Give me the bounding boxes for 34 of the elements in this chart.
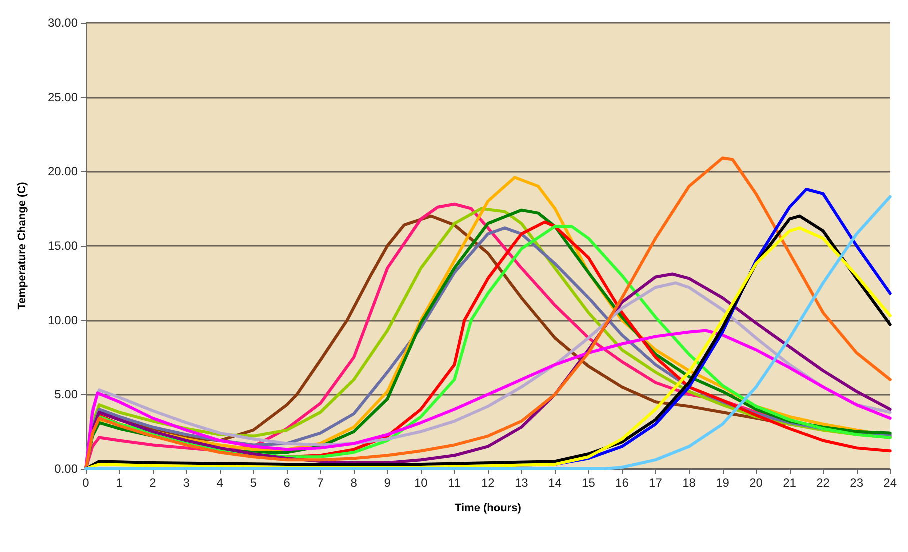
y-tick-label: 10.00 (48, 313, 78, 328)
y-tick-label: 0.00 (54, 462, 78, 476)
y-tick-label: 25.00 (48, 90, 78, 104)
x-tick-label: 14 (548, 476, 562, 490)
x-tick-label: 24 (884, 476, 898, 490)
x-tick-label: 17 (649, 476, 663, 490)
y-tick-label: 15.00 (48, 239, 78, 253)
x-tick-label: 16 (616, 476, 630, 490)
x-tick-label: 13 (514, 476, 529, 490)
x-tick-label: 5 (250, 476, 258, 490)
y-tick-label: 30.00 (48, 16, 78, 30)
x-tick-label: 23 (850, 476, 864, 490)
x-tick-label: 8 (350, 476, 358, 490)
x-tick-label: 15 (582, 476, 596, 490)
x-axis-title: Time (hours) (454, 502, 522, 514)
y-tick-label: 5.00 (54, 388, 78, 402)
x-tick-label: 10 (414, 476, 428, 490)
x-tick-label: 4 (216, 476, 224, 490)
x-tick-label: 22 (816, 476, 830, 490)
x-tick-label: 12 (481, 476, 496, 490)
x-tick-label: 18 (682, 476, 696, 490)
x-tick-label: 19 (716, 476, 730, 490)
x-tick-label: 21 (783, 476, 797, 490)
x-tick-label: 3 (183, 476, 190, 490)
x-tick-label: 2 (150, 476, 157, 490)
y-axis-title: Temperature Change (C) (16, 182, 28, 310)
x-tick-label: 1 (116, 476, 124, 490)
x-tick-label: 7 (317, 476, 324, 490)
x-tick-label: 11 (448, 476, 462, 490)
x-tick-label: 9 (384, 476, 392, 490)
y-tick-label: 20.00 (48, 164, 78, 179)
x-tick-label: 20 (750, 476, 764, 490)
x-tick-label: 0 (82, 476, 90, 490)
x-tick-label: 6 (284, 476, 291, 490)
